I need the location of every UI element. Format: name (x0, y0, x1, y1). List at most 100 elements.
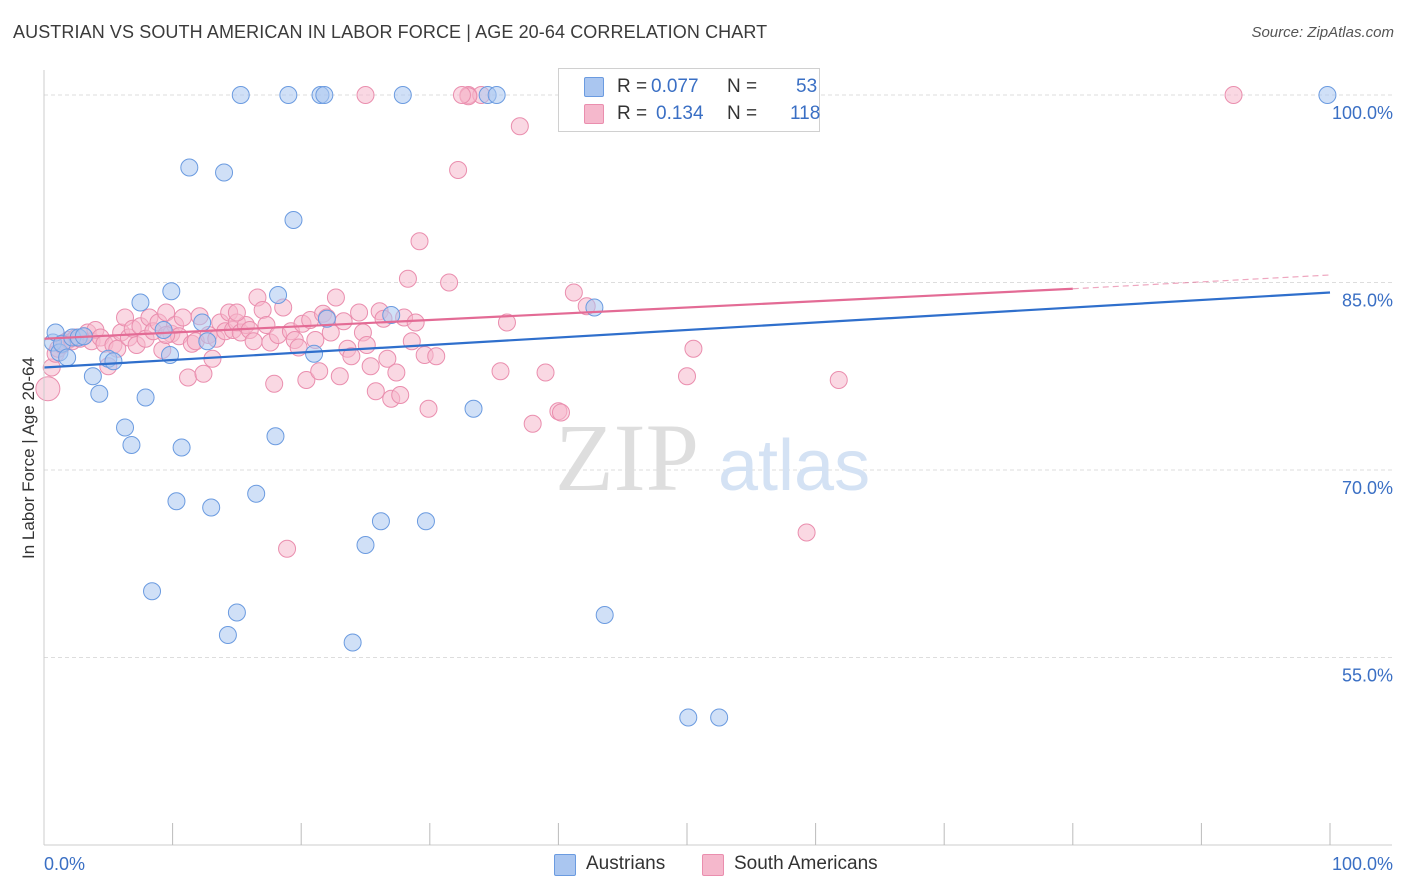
south-americans-point (406, 313, 425, 332)
south-americans-point (551, 403, 570, 422)
austrians-legend-label: Austrians (586, 853, 666, 874)
austrians-point (104, 352, 123, 371)
south-americans-point (387, 363, 406, 382)
south-americans-point (173, 308, 192, 327)
south-americans-point (361, 357, 380, 376)
south-americans-point (440, 273, 459, 292)
south-americans-point (452, 86, 471, 104)
austrians-point (231, 86, 250, 104)
south-americans-point (419, 399, 438, 418)
y-tick-label: 100.0% (1332, 103, 1393, 123)
legend-n-value: 118 (790, 103, 821, 124)
south-americans-point (297, 371, 316, 389)
south-americans-point (510, 117, 529, 136)
austrians-point (464, 399, 483, 418)
x-tick-label: 100.0% (1332, 854, 1393, 874)
austrians-point (247, 484, 266, 503)
austrians-point (279, 86, 298, 104)
south-americans-trend-line (43, 287, 1073, 340)
south-americans-point (391, 386, 410, 404)
austrians-point (595, 606, 614, 624)
austrians-point (305, 344, 324, 363)
watermark-atlas: atlas (718, 426, 870, 506)
legend-n-label: N = (727, 76, 758, 97)
south-americans-point (35, 376, 61, 402)
austrians-point (143, 582, 162, 601)
legend-r-label: R = (617, 76, 648, 97)
austrians-point (136, 388, 155, 407)
south-americans-point (350, 303, 369, 322)
south-americans-point (278, 539, 297, 558)
south-americans-point (357, 336, 376, 354)
austrians-point (393, 86, 412, 104)
south-americans-point (427, 347, 446, 366)
south-americans-point (678, 367, 696, 386)
source-label: Source: ZipAtlas.com (1251, 24, 1394, 41)
south-americans-point (257, 316, 276, 334)
austrians-point (371, 512, 390, 531)
austrians-trend-line (43, 291, 1331, 369)
austrians-point (131, 293, 150, 312)
grid-layer (44, 94, 1392, 658)
south-americans-point (334, 312, 353, 331)
austrians-point (198, 332, 217, 351)
axis-layer: 55.0% 70.0% 85.0% 100.0% 0.0% 100.0% In Labor … (19, 70, 1393, 874)
austrians-point (83, 367, 102, 386)
austrians-point (315, 86, 334, 104)
south-americans-point (1224, 86, 1243, 104)
austrians-point (317, 309, 336, 328)
austrians-point (218, 626, 237, 644)
south-americans-point (265, 374, 284, 393)
austrians-point (116, 418, 135, 437)
south-americans-point (244, 332, 263, 351)
legend-n-label: N = (727, 103, 758, 124)
south-americans-point (326, 288, 345, 307)
austrians-legend-swatch (554, 854, 576, 876)
austrians-point (90, 384, 109, 403)
x-tick-label: 0.0% (44, 854, 85, 874)
austrians-point (180, 158, 199, 177)
south-americans-swatch (584, 104, 604, 124)
legend-r-label: R = (617, 103, 648, 124)
austrians-point (266, 427, 285, 446)
south-americans-legend-label: South Americans (734, 853, 878, 874)
chart-title: AUSTRIAN VS SOUTH AMERICAN IN LABOR FORC… (13, 22, 768, 42)
austrians-point (227, 603, 246, 622)
austrians-point (202, 498, 221, 517)
south-americans-point (342, 347, 361, 366)
south-americans-point (366, 382, 385, 401)
south-americans-point (227, 303, 246, 322)
austrians-point (215, 163, 234, 182)
south-americans-point (330, 367, 349, 386)
south-americans-point (497, 313, 516, 332)
south-americans-point (829, 371, 848, 389)
austrians-point (162, 282, 181, 301)
y-tick-label: 55.0% (1342, 666, 1393, 686)
south-americans-point (797, 523, 816, 542)
austrians-point (284, 211, 303, 229)
trend-lines (43, 274, 1331, 369)
south-americans-point (194, 364, 213, 383)
south-americans-trend-extension (1072, 274, 1331, 290)
austrians-swatch (584, 77, 604, 97)
south-americans-point (536, 363, 555, 382)
legend-r-value: 0.134 (656, 103, 704, 124)
correlation-legend: R = 0.077 N = 53 R = 0.134 N = 118 (558, 68, 820, 132)
austrians-point (679, 708, 698, 727)
austrians-point (1318, 86, 1337, 104)
south-americans-point (491, 362, 510, 381)
south-americans-point (157, 303, 176, 322)
austrians-point (487, 86, 506, 104)
austrians-point (193, 313, 212, 332)
watermark-zip: ZIP (555, 404, 699, 511)
austrians-point (154, 321, 173, 339)
south-americans-point (523, 414, 542, 433)
south-americans-point (398, 269, 417, 288)
austrians-point (269, 286, 288, 304)
legend-r-value: 0.077 (651, 76, 699, 97)
south-americans-point (310, 362, 329, 381)
y-tick-label: 70.0% (1342, 478, 1393, 498)
austrians-point (382, 306, 401, 324)
south-americans-point (564, 283, 583, 302)
